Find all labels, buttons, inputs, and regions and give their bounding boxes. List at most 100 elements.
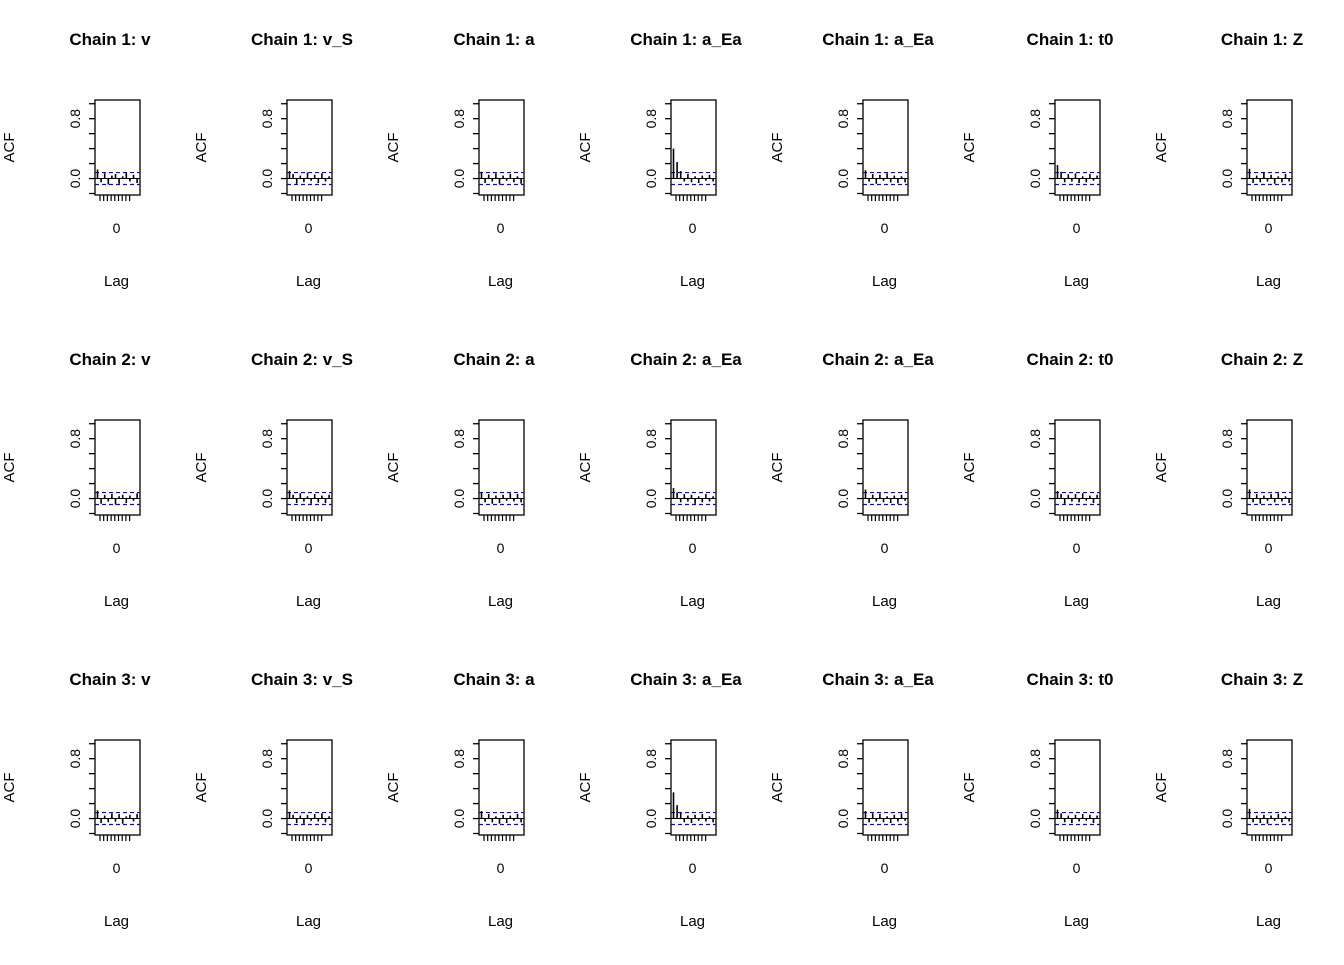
y-axis-label: ACF bbox=[385, 133, 402, 163]
acf-plot: Chain 2: t0 ACF Lag 0.0 0.8 0 bbox=[961, 350, 1113, 610]
plot-box bbox=[1054, 739, 1101, 836]
x-tick-label: 0 bbox=[1073, 220, 1081, 236]
y-axis-label: ACF bbox=[769, 133, 786, 163]
x-axis-label: Lag bbox=[1064, 593, 1089, 610]
panel-title: Chain 2: Z bbox=[1221, 350, 1303, 369]
y-tick-label: 0.8 bbox=[643, 749, 659, 769]
x-axis-label: Lag bbox=[1064, 913, 1089, 930]
y-tick-label: 0.8 bbox=[451, 749, 467, 769]
plot-box bbox=[478, 99, 525, 196]
panel-title: Chain 1: v_S bbox=[251, 30, 353, 49]
y-tick-label: 0.8 bbox=[259, 429, 275, 449]
y-tick-label: 0.8 bbox=[1027, 429, 1043, 449]
plot-box bbox=[286, 99, 333, 196]
panel-title: Chain 2: v_S bbox=[251, 350, 353, 369]
y-tick-label: 0.8 bbox=[643, 429, 659, 449]
x-tick-label: 0 bbox=[1073, 540, 1081, 556]
plot-box bbox=[670, 99, 717, 196]
acf-plot: Chain 1: a ACF Lag 0.0 0.8 0 bbox=[385, 30, 535, 290]
y-axis-label: ACF bbox=[577, 773, 594, 803]
acf-plot: Chain 2: v ACF Lag 0.0 0.8 0 bbox=[1, 350, 151, 610]
acf-panel: Chain 3: v_S ACF Lag 0.0 0.8 0 bbox=[192, 640, 384, 960]
y-tick-label: 0.8 bbox=[1027, 109, 1043, 129]
acf-panel: Chain 3: a ACF Lag 0.0 0.8 0 bbox=[384, 640, 576, 960]
panel-title: Chain 3: v bbox=[69, 670, 151, 689]
x-tick-label: 0 bbox=[305, 860, 313, 876]
plot-box bbox=[862, 419, 909, 516]
y-axis-label: ACF bbox=[577, 453, 594, 483]
y-tick-label: 0.0 bbox=[1219, 489, 1235, 509]
y-axis-label: ACF bbox=[961, 453, 978, 483]
x-tick-label: 0 bbox=[881, 860, 889, 876]
y-axis-label: ACF bbox=[1, 773, 18, 803]
y-axis-label: ACF bbox=[769, 453, 786, 483]
acf-plot: Chain 2: a ACF Lag 0.0 0.8 0 bbox=[385, 350, 535, 610]
y-tick-label: 0.8 bbox=[1219, 749, 1235, 769]
y-axis-label: ACF bbox=[769, 773, 786, 803]
panel-title: Chain 3: a_Ea bbox=[822, 670, 934, 689]
y-axis-label: ACF bbox=[385, 453, 402, 483]
acf-panel: Chain 2: v ACF Lag 0.0 0.8 0 bbox=[0, 320, 192, 640]
x-tick-label: 0 bbox=[305, 220, 313, 236]
acf-plot: Chain 2: a_Ea ACF Lag 0.0 0.8 0 bbox=[769, 350, 934, 610]
panel-title: Chain 1: a_Ea bbox=[630, 30, 742, 49]
y-tick-label: 0.8 bbox=[835, 109, 851, 129]
plot-box bbox=[670, 739, 717, 836]
acf-panel: Chain 3: a_Ea ACF Lag 0.0 0.8 0 bbox=[768, 640, 960, 960]
panel-title: Chain 3: a bbox=[453, 670, 535, 689]
x-tick-label: 0 bbox=[497, 220, 505, 236]
x-tick-label: 0 bbox=[1265, 860, 1273, 876]
acf-plot: Chain 2: a_Ea ACF Lag 0.0 0.8 0 bbox=[577, 350, 742, 610]
x-tick-label: 0 bbox=[1073, 860, 1081, 876]
acf-panel: Chain 1: a_Ea ACF Lag 0.0 0.8 0 bbox=[576, 0, 768, 320]
acf-panel: Chain 2: a_Ea ACF Lag 0.0 0.8 0 bbox=[768, 320, 960, 640]
acf-plot: Chain 3: a_Ea ACF Lag 0.0 0.8 0 bbox=[769, 670, 934, 930]
plot-box bbox=[478, 739, 525, 836]
y-tick-label: 0.0 bbox=[835, 169, 851, 189]
acf-panel: Chain 2: a ACF Lag 0.0 0.8 0 bbox=[384, 320, 576, 640]
x-axis-label: Lag bbox=[1256, 593, 1281, 610]
y-axis-label: ACF bbox=[961, 133, 978, 163]
x-axis-label: Lag bbox=[104, 273, 129, 290]
x-tick-label: 0 bbox=[881, 220, 889, 236]
y-tick-label: 0.0 bbox=[259, 169, 275, 189]
y-tick-label: 0.0 bbox=[451, 809, 467, 829]
acf-plot: Chain 3: a_Ea ACF Lag 0.0 0.8 0 bbox=[577, 670, 742, 930]
plot-box bbox=[670, 419, 717, 516]
plot-box bbox=[94, 99, 141, 196]
x-tick-label: 0 bbox=[689, 540, 697, 556]
acf-panel: Chain 1: v_S ACF Lag 0.0 0.8 0 bbox=[192, 0, 384, 320]
x-axis-label: Lag bbox=[296, 913, 321, 930]
acf-panel: Chain 1: t0 ACF Lag 0.0 0.8 0 bbox=[960, 0, 1152, 320]
acf-plot: Chain 1: t0 ACF Lag 0.0 0.8 0 bbox=[961, 30, 1113, 290]
acf-panel: Chain 3: Z ACF Lag 0.0 0.8 0 bbox=[1152, 640, 1344, 960]
x-axis-label: Lag bbox=[872, 913, 897, 930]
y-tick-label: 0.0 bbox=[1027, 169, 1043, 189]
plot-box bbox=[286, 739, 333, 836]
x-axis-label: Lag bbox=[296, 273, 321, 290]
plot-box bbox=[1246, 99, 1293, 196]
x-tick-label: 0 bbox=[689, 220, 697, 236]
acf-panel: Chain 1: Z ACF Lag 0.0 0.8 0 bbox=[1152, 0, 1344, 320]
acf-plot: Chain 1: a_Ea ACF Lag 0.0 0.8 0 bbox=[577, 30, 742, 290]
y-tick-label: 0.0 bbox=[1027, 489, 1043, 509]
acf-plot: Chain 1: a_Ea ACF Lag 0.0 0.8 0 bbox=[769, 30, 934, 290]
acf-plot: Chain 2: Z ACF Lag 0.0 0.8 0 bbox=[1153, 350, 1303, 610]
x-axis-label: Lag bbox=[872, 593, 897, 610]
x-axis-label: Lag bbox=[488, 593, 513, 610]
y-tick-label: 0.0 bbox=[67, 489, 83, 509]
x-tick-label: 0 bbox=[881, 540, 889, 556]
acf-plot: Chain 1: v_S ACF Lag 0.0 0.8 0 bbox=[193, 30, 353, 290]
acf-plot: Chain 3: v ACF Lag 0.0 0.8 0 bbox=[1, 670, 151, 930]
acf-panel: Chain 2: t0 ACF Lag 0.0 0.8 0 bbox=[960, 320, 1152, 640]
y-tick-label: 0.0 bbox=[1027, 809, 1043, 829]
plot-box bbox=[862, 99, 909, 196]
x-tick-label: 0 bbox=[113, 220, 121, 236]
x-axis-label: Lag bbox=[488, 913, 513, 930]
plot-box bbox=[862, 739, 909, 836]
x-axis-label: Lag bbox=[1256, 273, 1281, 290]
plot-box bbox=[478, 419, 525, 516]
x-axis-label: Lag bbox=[872, 273, 897, 290]
y-axis-label: ACF bbox=[961, 773, 978, 803]
